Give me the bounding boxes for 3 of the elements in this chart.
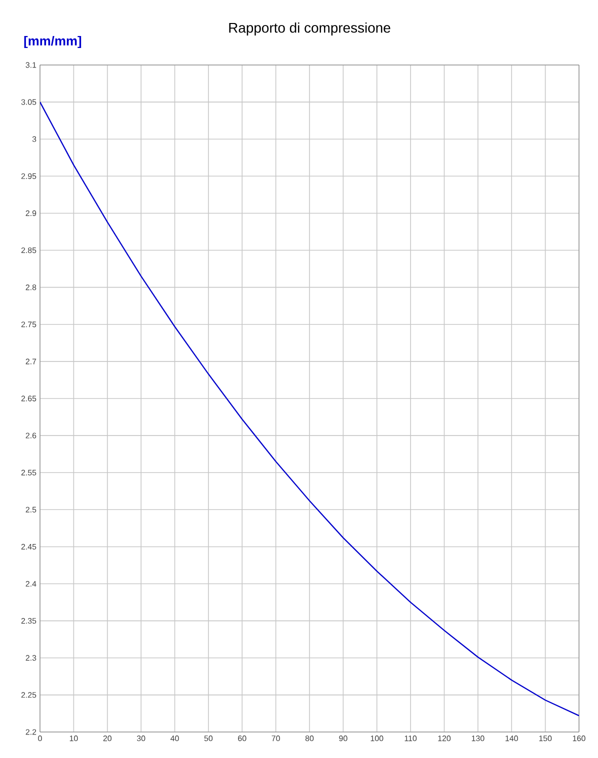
chart-title: Rapporto di compressione <box>229 22 390 36</box>
y-axis-title: [mm/mm] <box>24 36 82 48</box>
line-series <box>40 101 579 716</box>
